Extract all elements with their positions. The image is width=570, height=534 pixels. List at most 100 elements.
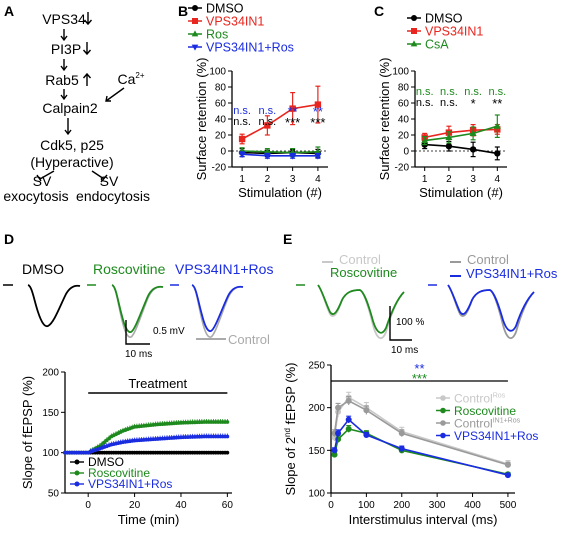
x-tick-label: 0 [328, 500, 334, 511]
node-exocytosis: exocytosis [3, 188, 68, 204]
node-cdk5-p25: Cdk5, p25 [40, 137, 104, 153]
y-tick-label: -20 [395, 163, 410, 174]
y-tick-label: 80 [215, 83, 227, 94]
scale-bar-d-voltage: 0.5 mV [153, 326, 185, 337]
x-tick-label: 300 [429, 500, 446, 511]
x-tick-label: 3 [470, 174, 476, 185]
x-tick-label: 0 [85, 500, 91, 511]
legend-label: VPS34IN1+Ros [88, 477, 172, 491]
significance-label: n.s. [259, 105, 277, 117]
data-point [331, 447, 338, 454]
data-point [363, 431, 370, 438]
series-line [242, 150, 318, 154]
node-pi3p: PI3P [51, 41, 81, 57]
x-axis-label: Stimulation (#) [238, 185, 322, 200]
x-tick-label: 4 [315, 174, 321, 185]
fepsp-trace-vps34in1-ros [191, 284, 244, 332]
treatment-label: Treatment [128, 376, 187, 391]
x-tick-label: 400 [464, 500, 481, 511]
node-vps34: VPS34 [42, 11, 86, 27]
data-point [445, 143, 453, 150]
ppr-trace-in1-ros [447, 284, 535, 332]
data-point [335, 404, 342, 411]
node-ca: Ca2+ [117, 71, 144, 87]
ppr-trace-ros [317, 284, 405, 334]
panel-e-label: E [283, 231, 292, 247]
significance-label: ** [288, 104, 298, 119]
panel-c-label: C [374, 3, 384, 19]
y-tick-label: 60 [215, 99, 227, 110]
x-tick-label: 3 [290, 174, 296, 185]
y-tick-label: 20 [398, 131, 410, 142]
data-point [289, 153, 297, 160]
flow-arrow-3 [60, 89, 68, 101]
data-point [314, 147, 322, 155]
trace-label-control-in1: Control [467, 252, 509, 267]
panel-d-plot: 50 100 150 200 0 20 40 60 Time (min) Slope of fEP… [20, 368, 233, 528]
data-point [504, 472, 511, 479]
data-point [331, 451, 338, 458]
x-axis-label: Stimulation (#) [419, 185, 503, 200]
legend-label: ControlIN1+Ros [454, 417, 521, 431]
significance-label: ** [492, 96, 502, 111]
data-point [238, 151, 246, 159]
vps34-decrease-arrow [83, 12, 93, 26]
legend-label: DMSO [88, 455, 124, 469]
legend-marker [411, 15, 417, 21]
significance-label: * [471, 96, 476, 111]
data-point [345, 426, 352, 432]
legend-label: VPS34IN1+Ros [206, 41, 294, 55]
node-endocytosis: endocytosis [76, 188, 150, 204]
x-axis-label: Interstimulus interval (ms) [349, 512, 498, 527]
significance-bottom: *** [412, 371, 427, 386]
data-point [398, 445, 405, 452]
legend-label: CsA [425, 38, 449, 52]
ppr-trace-control-ros [317, 284, 405, 340]
panel-d-label: D [4, 231, 14, 247]
data-point [225, 420, 230, 424]
legend-marker [411, 28, 417, 34]
significance-top: ** [414, 361, 424, 376]
y-axis-label: Surface retention (%) [194, 58, 209, 181]
y-tick-label: 50 [48, 489, 60, 500]
significance-label: n.s. [233, 105, 251, 117]
y-axis-label: Surface retention (%) [377, 58, 392, 181]
fepsp-trace-dmso [27, 284, 81, 328]
x-tick-label: 4 [495, 174, 501, 185]
legend-marker [191, 44, 199, 51]
y-tick-label: 100 [209, 67, 226, 78]
data-point [469, 129, 477, 136]
legend-marker [440, 407, 446, 414]
significance-label: n.s. [488, 86, 506, 98]
scale-bar-d-time: 10 ms [125, 349, 152, 360]
legend-marker [410, 40, 418, 47]
pi3p-decrease-arrow [82, 42, 92, 56]
y-tick-label: 40 [215, 115, 227, 126]
data-point [469, 146, 477, 153]
y-tick-label: 80 [398, 83, 410, 94]
series-line [241, 103, 319, 140]
significance-label: *** [285, 115, 300, 130]
data-point [314, 101, 322, 108]
y-tick-label: 100 [308, 489, 325, 500]
x-axis-label: Time (min) [118, 512, 180, 527]
node-sv-left: SV [33, 173, 52, 189]
fepsp-trace-vps34in1-control [191, 284, 244, 338]
trace-label-roscovitine: Roscovitine [93, 261, 166, 277]
trace-label-vps34in1-ros: VPS34IN1+Ros [175, 261, 273, 277]
legend-label: VPS34IN1 [425, 25, 483, 39]
panel-a-pathway: A VPS34 PI3P Rab5 Ca2+ Calpain2 Cdk5, p2… [3, 3, 150, 204]
data-point [445, 133, 453, 140]
scale-bar-d [125, 320, 150, 345]
legend-marker [440, 395, 446, 401]
y-tick-label: 200 [42, 368, 59, 379]
trace-label-vps34in1-ros-e: VPS34IN1+Ros [466, 266, 558, 281]
legend-marker [191, 30, 199, 37]
legend-marker [192, 5, 198, 11]
node-rab5: Rab5 [45, 72, 79, 88]
significance-label: ** [313, 104, 323, 119]
